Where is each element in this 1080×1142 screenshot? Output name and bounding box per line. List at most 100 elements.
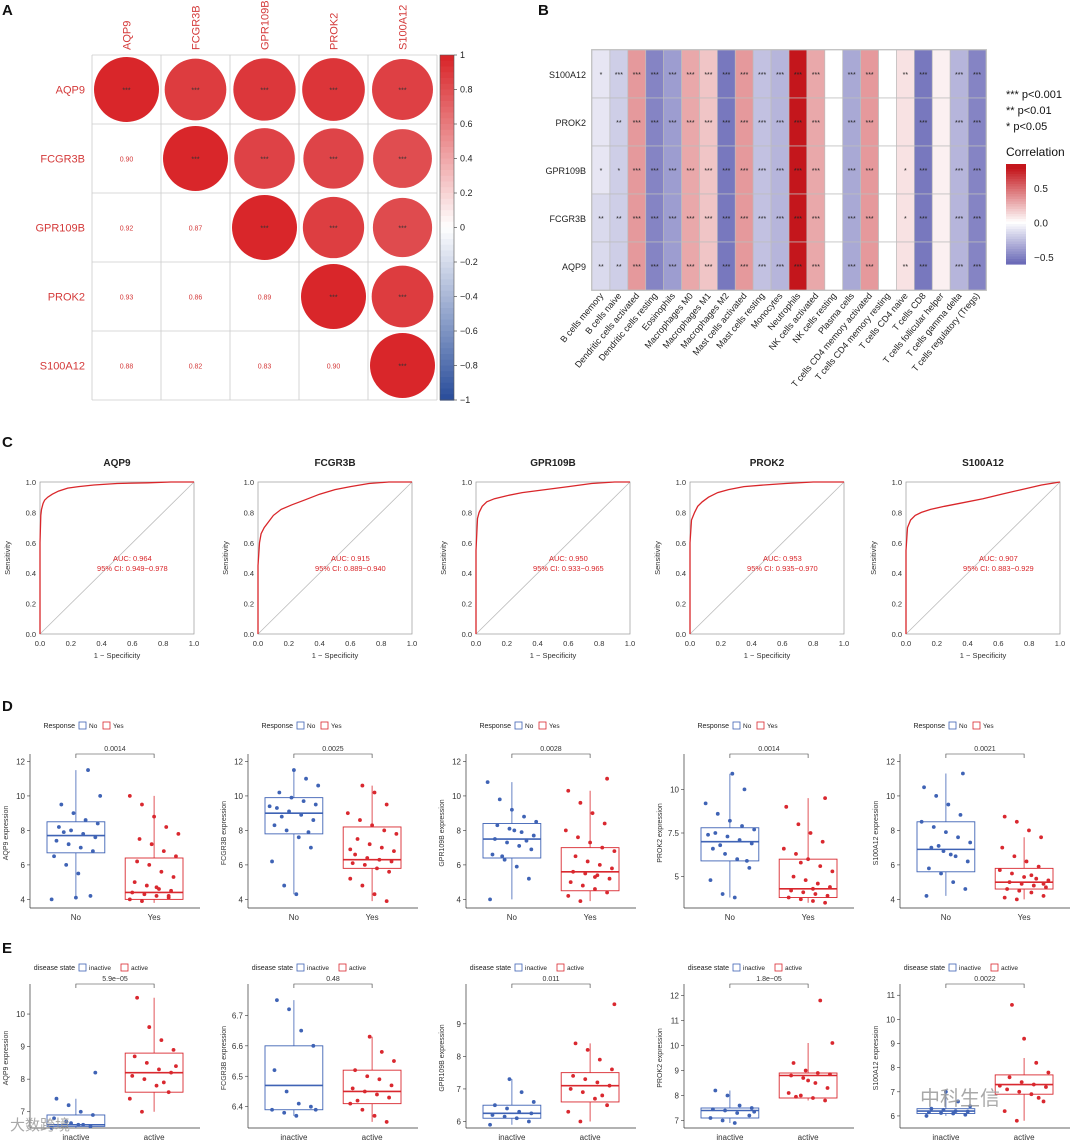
- point-inactive: [725, 1093, 730, 1098]
- corr-value-2-1: 0.87: [189, 226, 203, 233]
- heat-stars-4-20: ***: [955, 264, 963, 271]
- point-No: [958, 812, 963, 817]
- heat-stars-1-2: ***: [633, 120, 641, 127]
- heat-stars-1-5: ***: [686, 120, 694, 127]
- point-Yes: [360, 883, 365, 888]
- point-active: [806, 1078, 810, 1083]
- heat-stars-2-2: ***: [633, 168, 641, 175]
- point-inactive: [711, 1107, 715, 1112]
- point-Yes: [144, 883, 149, 888]
- roc-xlabel-1: 1 − Specificity: [312, 651, 359, 660]
- point-Yes: [176, 831, 181, 836]
- point-inactive: [502, 1114, 507, 1119]
- point-No: [270, 859, 274, 864]
- heat-stars-2-14: ***: [848, 168, 856, 175]
- point-Yes: [566, 788, 571, 793]
- point-No: [289, 795, 294, 800]
- ytick-label: 10: [16, 1010, 25, 1019]
- point-No: [749, 841, 754, 846]
- point-No: [929, 845, 934, 850]
- roc-title-1: FCGR3B: [314, 458, 355, 469]
- heat-cell-3-13: [824, 193, 844, 243]
- point-Yes: [1046, 878, 1051, 883]
- point-Yes: [590, 811, 595, 816]
- point-active: [585, 1047, 590, 1052]
- point-No: [944, 830, 948, 835]
- point-inactive: [69, 1121, 73, 1126]
- point-active: [1007, 1075, 1012, 1080]
- roc-diagonal-4: [905, 481, 1061, 635]
- heat-stars-0-20: ***: [955, 72, 963, 79]
- point-active: [130, 1074, 135, 1078]
- heat-cell-1-16: [878, 97, 897, 147]
- point-Yes: [348, 876, 353, 881]
- legend-seg: [1006, 206, 1026, 210]
- xtick-inactive: inactive: [62, 1133, 90, 1142]
- heat-stars-3-4: ***: [668, 216, 676, 223]
- point-No: [316, 783, 321, 788]
- roc-ytick: 0.4: [244, 569, 254, 578]
- point-No: [519, 830, 524, 835]
- box-inactive: [264, 1045, 324, 1111]
- colorbar-seg: [440, 83, 454, 91]
- colorbar-seg: [440, 348, 454, 355]
- point-active: [811, 1096, 815, 1100]
- point-Yes: [154, 894, 159, 898]
- heat-stars-4-15: ***: [865, 264, 873, 271]
- roc-xtick: 0.4: [96, 639, 106, 648]
- roc-auc-0: AUC: 0.964: [113, 554, 152, 563]
- point-No: [86, 768, 90, 772]
- heat-stars-2-7: ***: [722, 168, 730, 175]
- point-No: [723, 852, 727, 856]
- point-active: [571, 1074, 576, 1078]
- colorbar-seg: [440, 394, 454, 401]
- heat-stars-0-9: ***: [758, 72, 766, 79]
- point-Yes: [132, 880, 137, 885]
- ytick-label: 6: [891, 861, 896, 870]
- roc-ylabel-3: Sensitivity: [653, 541, 662, 575]
- roc-xtick: 0.2: [716, 639, 726, 648]
- ytick-label: 10: [234, 792, 243, 801]
- point-No: [953, 854, 958, 859]
- legend-key-1: [320, 721, 329, 730]
- ytick-label: 6: [21, 861, 26, 870]
- point-Yes: [568, 880, 573, 885]
- legend-key-1: [338, 963, 347, 972]
- point-Yes: [362, 862, 367, 867]
- heat-stars-4-9: ***: [758, 264, 766, 271]
- pvalue-4: 0.0022: [974, 976, 996, 983]
- point-No: [936, 844, 941, 848]
- point-Yes: [154, 885, 159, 890]
- point-Yes: [823, 796, 827, 801]
- point-Yes: [605, 776, 609, 781]
- point-Yes: [818, 864, 823, 869]
- ytick-label: 7: [675, 1117, 680, 1126]
- legend-title-3: disease state: [688, 965, 729, 972]
- legend-seg: [1006, 184, 1026, 188]
- xtick-No: No: [289, 913, 300, 922]
- roc-xtick: 0.6: [345, 639, 355, 648]
- colorbar-seg: [440, 342, 454, 349]
- xtick-No: No: [507, 913, 518, 922]
- ytick-label: 12: [16, 757, 25, 766]
- point-No: [514, 864, 519, 869]
- colorbar-seg: [440, 106, 454, 114]
- point-inactive: [963, 1112, 968, 1117]
- point-active: [600, 1093, 605, 1098]
- ytick-label: 8: [21, 1075, 26, 1084]
- point-Yes: [612, 849, 617, 854]
- point-active: [1034, 1060, 1039, 1065]
- point-No: [512, 828, 517, 833]
- point-Yes: [576, 835, 580, 840]
- point-Yes: [174, 854, 178, 859]
- pvalue-2: 0.011: [543, 976, 560, 983]
- colorbar-seg: [440, 359, 454, 367]
- point-active: [360, 1107, 365, 1112]
- point-No: [308, 845, 313, 850]
- point-No: [69, 828, 73, 833]
- legend-title-0: disease state: [34, 965, 75, 972]
- point-active: [132, 1054, 137, 1059]
- legend-key-1: [538, 721, 547, 730]
- point-Yes: [1007, 880, 1012, 885]
- point-active: [154, 1083, 159, 1088]
